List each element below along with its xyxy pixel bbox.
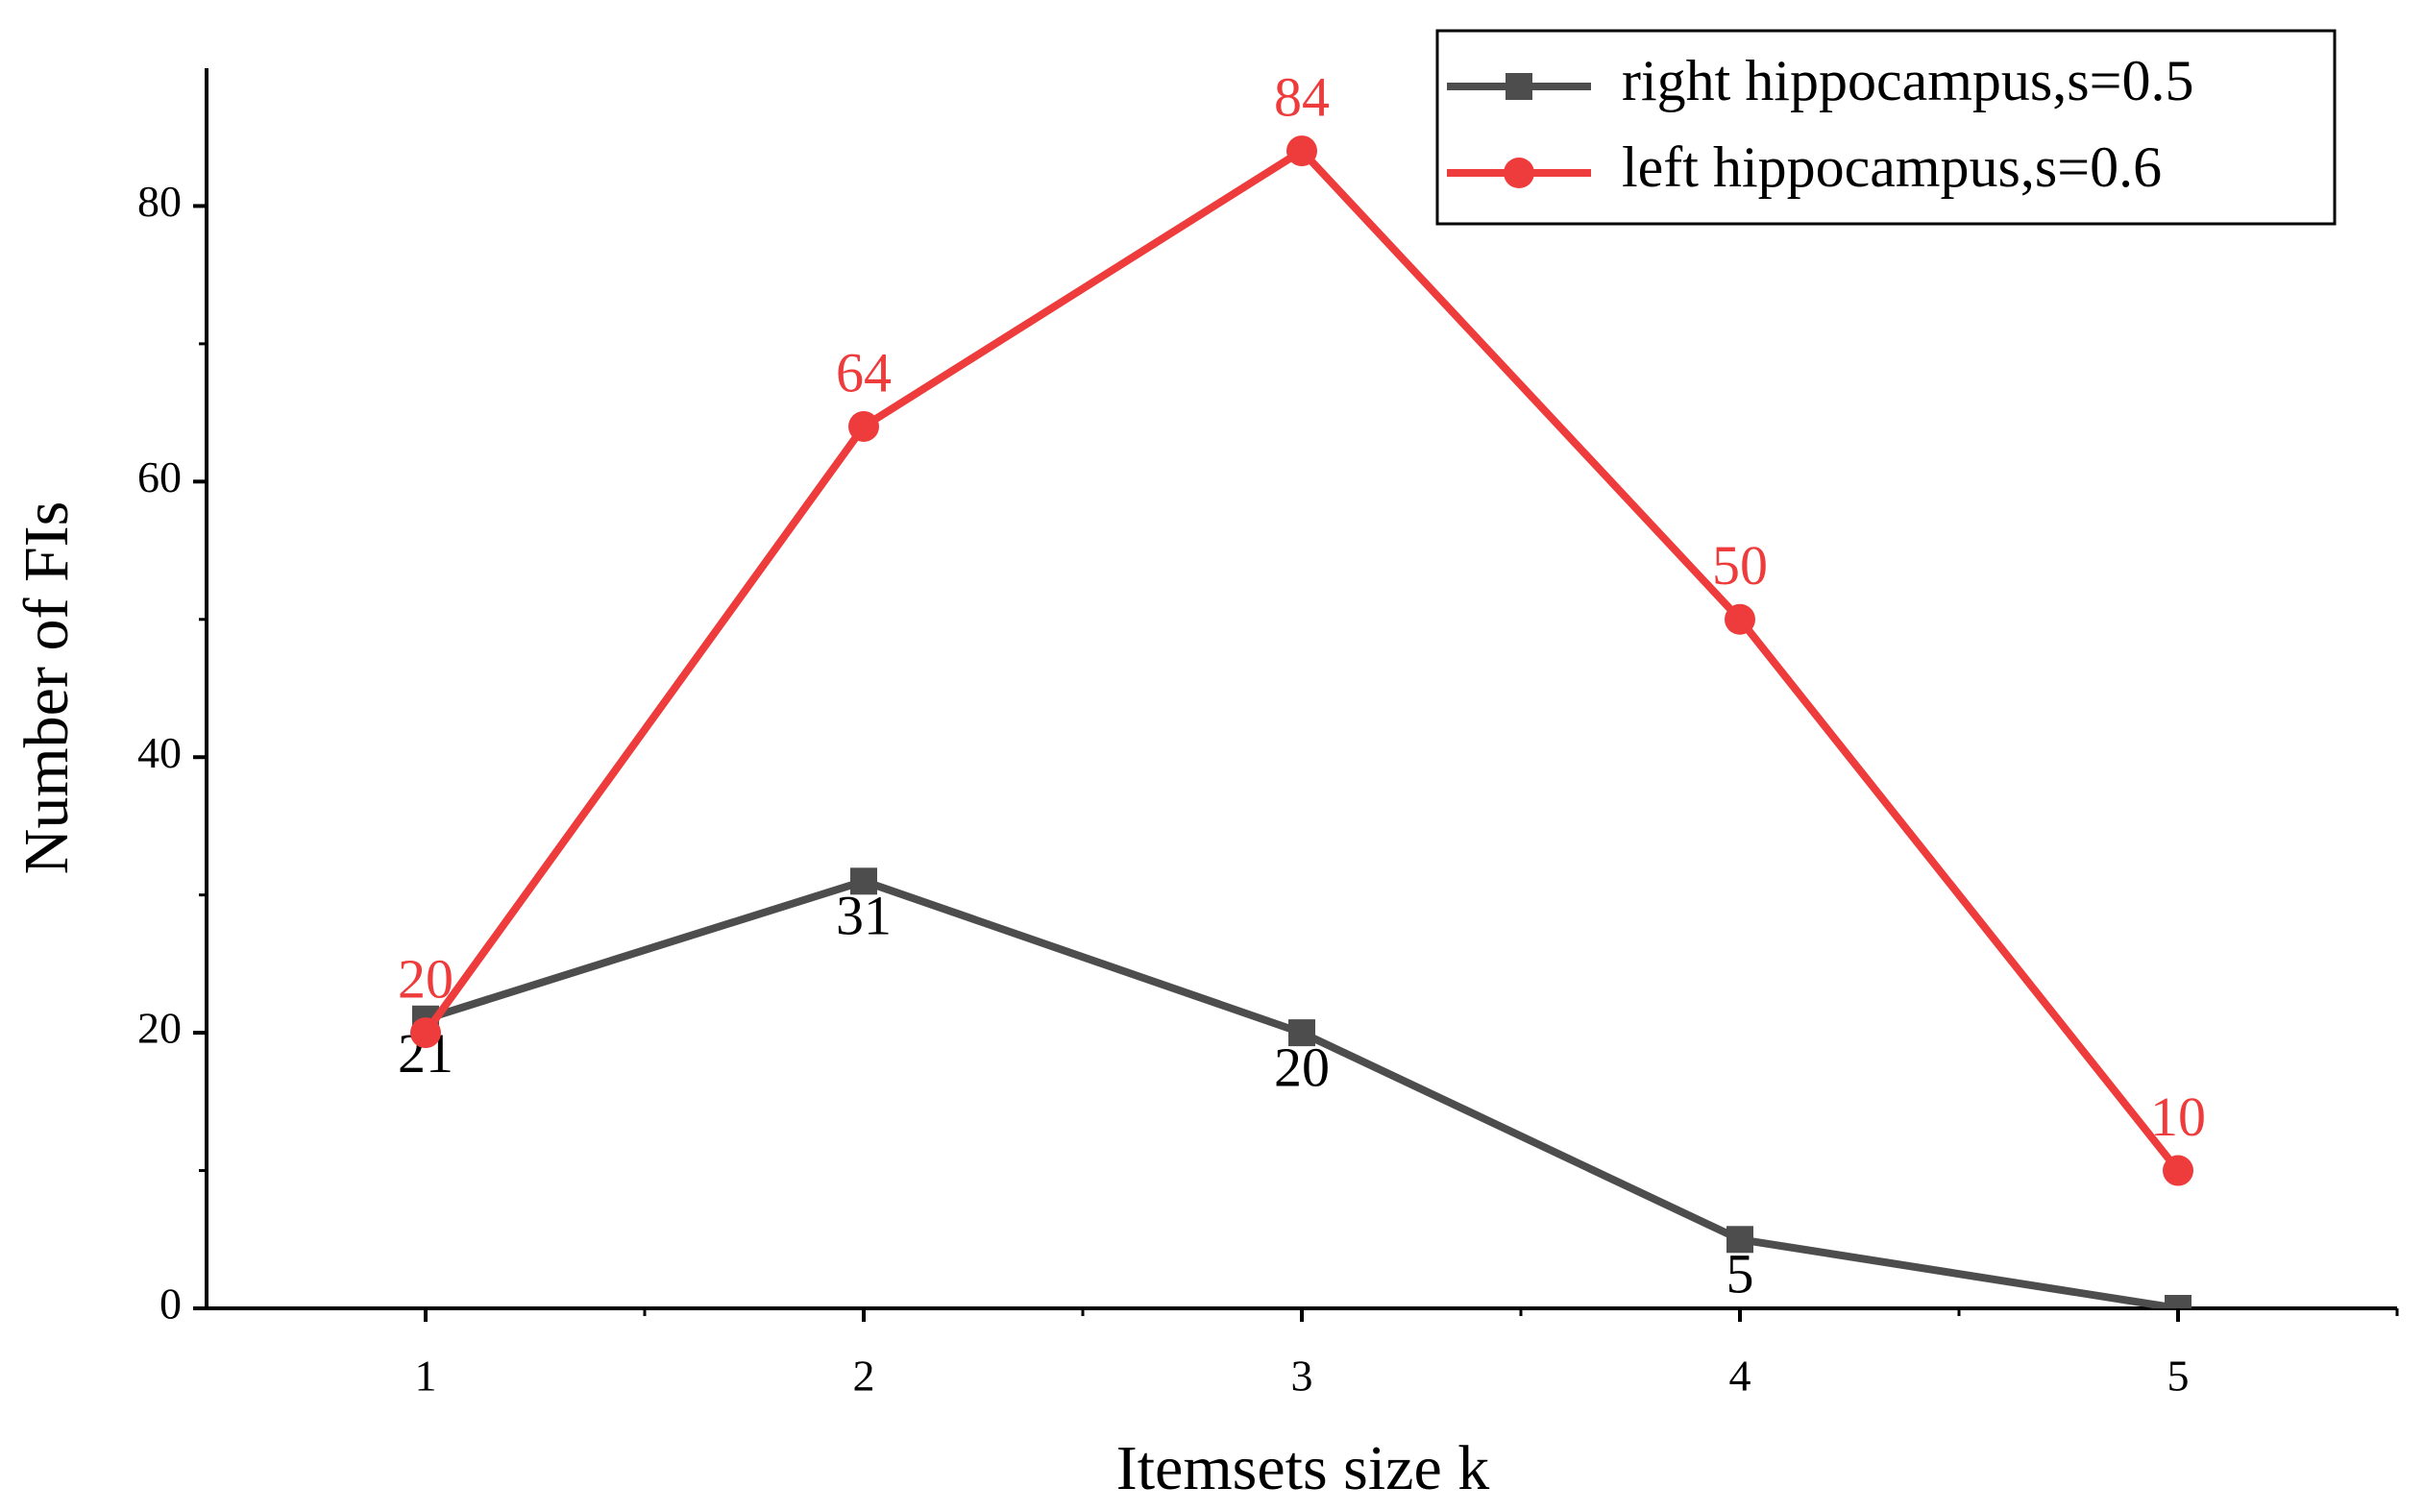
x-tick-label: 2 — [853, 1352, 875, 1401]
marker — [1726, 1226, 1753, 1254]
marker — [850, 867, 877, 895]
legend-marker — [1504, 158, 1534, 188]
x-tick-label: 1 — [415, 1352, 437, 1401]
series-line — [422, 147, 2182, 1174]
data-label: 50 — [1712, 534, 1768, 597]
data-label: 5 — [1726, 1243, 1754, 1305]
marker — [410, 1017, 441, 1049]
marker — [1725, 603, 1755, 635]
y-tick-label: 80 — [137, 177, 182, 226]
data-label: 84 — [1274, 65, 1330, 128]
x-tick-label: 3 — [1291, 1352, 1313, 1401]
data-label: 64 — [836, 341, 892, 403]
legend-label: left hippocampus,s=0.6 — [1622, 135, 2162, 199]
data-label: 31 — [836, 885, 892, 947]
y-axis-title: Number of FIs — [12, 501, 82, 875]
marker — [2163, 1155, 2193, 1186]
legend-label: right hippocampus,s=0.5 — [1622, 49, 2193, 112]
y-tick-label: 20 — [137, 1004, 182, 1053]
y-tick-label: 40 — [137, 728, 182, 777]
x-tick-label: 4 — [1729, 1352, 1751, 1401]
marker — [848, 410, 879, 442]
x-axis-title: Itemsets size k — [1116, 1433, 1490, 1503]
data-label: 20 — [398, 947, 453, 1010]
legend-marker — [1506, 73, 1532, 100]
marker — [2165, 1295, 2191, 1308]
data-label: 20 — [1274, 1036, 1330, 1098]
data-label: 10 — [2150, 1085, 2206, 1148]
y-tick-label: 0 — [159, 1280, 182, 1329]
marker — [1286, 135, 1317, 167]
legend-box — [1435, 29, 2337, 226]
y-tick-label: 60 — [137, 452, 182, 501]
x-tick-label: 5 — [2167, 1352, 2190, 1401]
marker — [1288, 1019, 1315, 1047]
